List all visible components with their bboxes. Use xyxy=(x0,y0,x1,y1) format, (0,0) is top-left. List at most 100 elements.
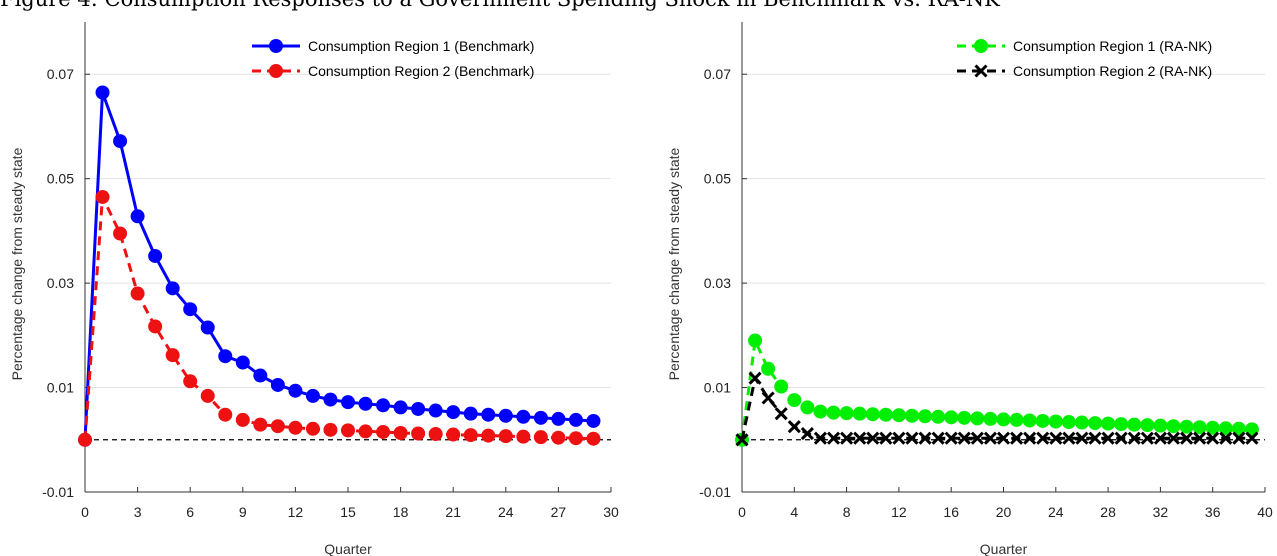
data-point xyxy=(165,348,180,363)
y-tick-label: 0.07 xyxy=(47,66,74,82)
y-axis-label: Percentage change from steady state xyxy=(9,147,25,380)
data-point xyxy=(918,431,932,445)
y-tick-label: 0.01 xyxy=(704,380,731,396)
data-point xyxy=(1010,431,1024,445)
data-point xyxy=(892,431,906,445)
data-point xyxy=(551,411,566,426)
data-point xyxy=(905,431,919,445)
data-point xyxy=(1075,431,1089,445)
data-point xyxy=(1088,431,1102,445)
x-marker-stroke xyxy=(1101,431,1115,445)
y-tick-label: 0.03 xyxy=(704,275,731,291)
data-point xyxy=(78,432,92,447)
data-point xyxy=(235,412,250,427)
y-tick-label: 0.05 xyxy=(47,171,74,187)
series-line-2 xyxy=(83,195,594,441)
data-point xyxy=(113,226,128,241)
data-point xyxy=(1022,413,1037,428)
data-point xyxy=(1048,414,1063,429)
data-point xyxy=(826,405,841,420)
data-point xyxy=(853,431,867,445)
data-point xyxy=(944,410,959,425)
data-point xyxy=(931,431,945,445)
data-point xyxy=(1049,431,1063,445)
data-point xyxy=(516,429,531,444)
x-marker-stroke xyxy=(1232,431,1246,445)
data-point xyxy=(200,388,215,403)
x-marker-stroke xyxy=(1010,431,1024,445)
data-point xyxy=(1074,415,1089,430)
x-marker-stroke xyxy=(800,426,814,441)
data-point xyxy=(323,422,338,437)
data-point xyxy=(551,430,566,445)
data-point xyxy=(865,407,880,422)
data-point xyxy=(800,400,815,415)
data-point xyxy=(1140,418,1155,433)
data-point xyxy=(866,431,880,445)
data-point xyxy=(1114,417,1129,432)
data-point xyxy=(358,396,373,411)
data-point xyxy=(481,428,496,443)
data-point xyxy=(1192,420,1207,435)
x-marker-stroke xyxy=(879,431,893,445)
x-marker-stroke xyxy=(813,431,828,445)
data-point xyxy=(1088,416,1103,431)
data-point xyxy=(393,400,408,415)
data-point xyxy=(891,408,906,423)
data-point xyxy=(253,417,268,432)
data-point xyxy=(288,420,303,435)
data-point xyxy=(1035,413,1050,428)
series-line-2 xyxy=(740,376,1252,441)
y-tick-label: -0.01 xyxy=(699,484,731,500)
data-point xyxy=(1153,418,1168,433)
data-point xyxy=(996,431,1011,445)
data-point xyxy=(200,320,215,335)
y-tick-label: 0.07 xyxy=(704,66,731,82)
data-point xyxy=(983,411,998,426)
x-marker-stroke xyxy=(957,431,971,445)
data-point xyxy=(944,431,958,445)
data-point xyxy=(1179,431,1194,445)
data-point xyxy=(1140,431,1154,445)
data-point xyxy=(1153,431,1167,445)
figure-caption: Figure 4: Consumption Responses to a Gov… xyxy=(0,0,1277,15)
data-point xyxy=(1062,431,1076,445)
data-point xyxy=(761,361,776,376)
x-marker-stroke xyxy=(1088,431,1102,445)
data-point xyxy=(376,424,391,439)
x-marker-stroke xyxy=(970,431,984,445)
x-marker-stroke xyxy=(1206,431,1220,445)
x-axis-label: Quarter xyxy=(980,541,1028,556)
data-point xyxy=(957,431,971,445)
data-point xyxy=(852,406,867,421)
data-point xyxy=(1127,431,1141,445)
data-point xyxy=(411,401,426,416)
x-marker-stroke xyxy=(1114,431,1128,445)
data-point xyxy=(748,371,762,385)
x-marker-stroke xyxy=(1062,431,1076,445)
x-tick-label: 20 xyxy=(996,504,1012,520)
x-marker-stroke xyxy=(905,431,919,445)
x-tick-label: 30 xyxy=(603,504,619,520)
x-tick-label: 32 xyxy=(1153,504,1169,520)
data-point xyxy=(305,421,320,436)
data-point xyxy=(1166,419,1181,434)
x-tick-label: 15 xyxy=(340,504,356,520)
x-tick-label: 8 xyxy=(843,504,851,520)
legend-marker xyxy=(269,64,283,78)
data-point xyxy=(787,420,801,434)
x-marker-stroke xyxy=(1245,431,1259,445)
x-marker-stroke xyxy=(1127,431,1141,445)
x-tick-label: 40 xyxy=(1257,504,1273,520)
y-tick-label: 0.03 xyxy=(47,275,74,291)
data-point xyxy=(428,427,443,442)
data-point xyxy=(761,391,775,405)
data-point xyxy=(341,395,355,410)
y-axis-label: Percentage change from steady state xyxy=(666,147,682,380)
data-point xyxy=(323,392,338,407)
data-point xyxy=(586,431,601,446)
data-point xyxy=(1114,431,1128,445)
x-tick-label: 24 xyxy=(498,504,514,520)
x-marker-stroke xyxy=(1153,431,1167,445)
x-marker-stroke xyxy=(748,371,762,385)
